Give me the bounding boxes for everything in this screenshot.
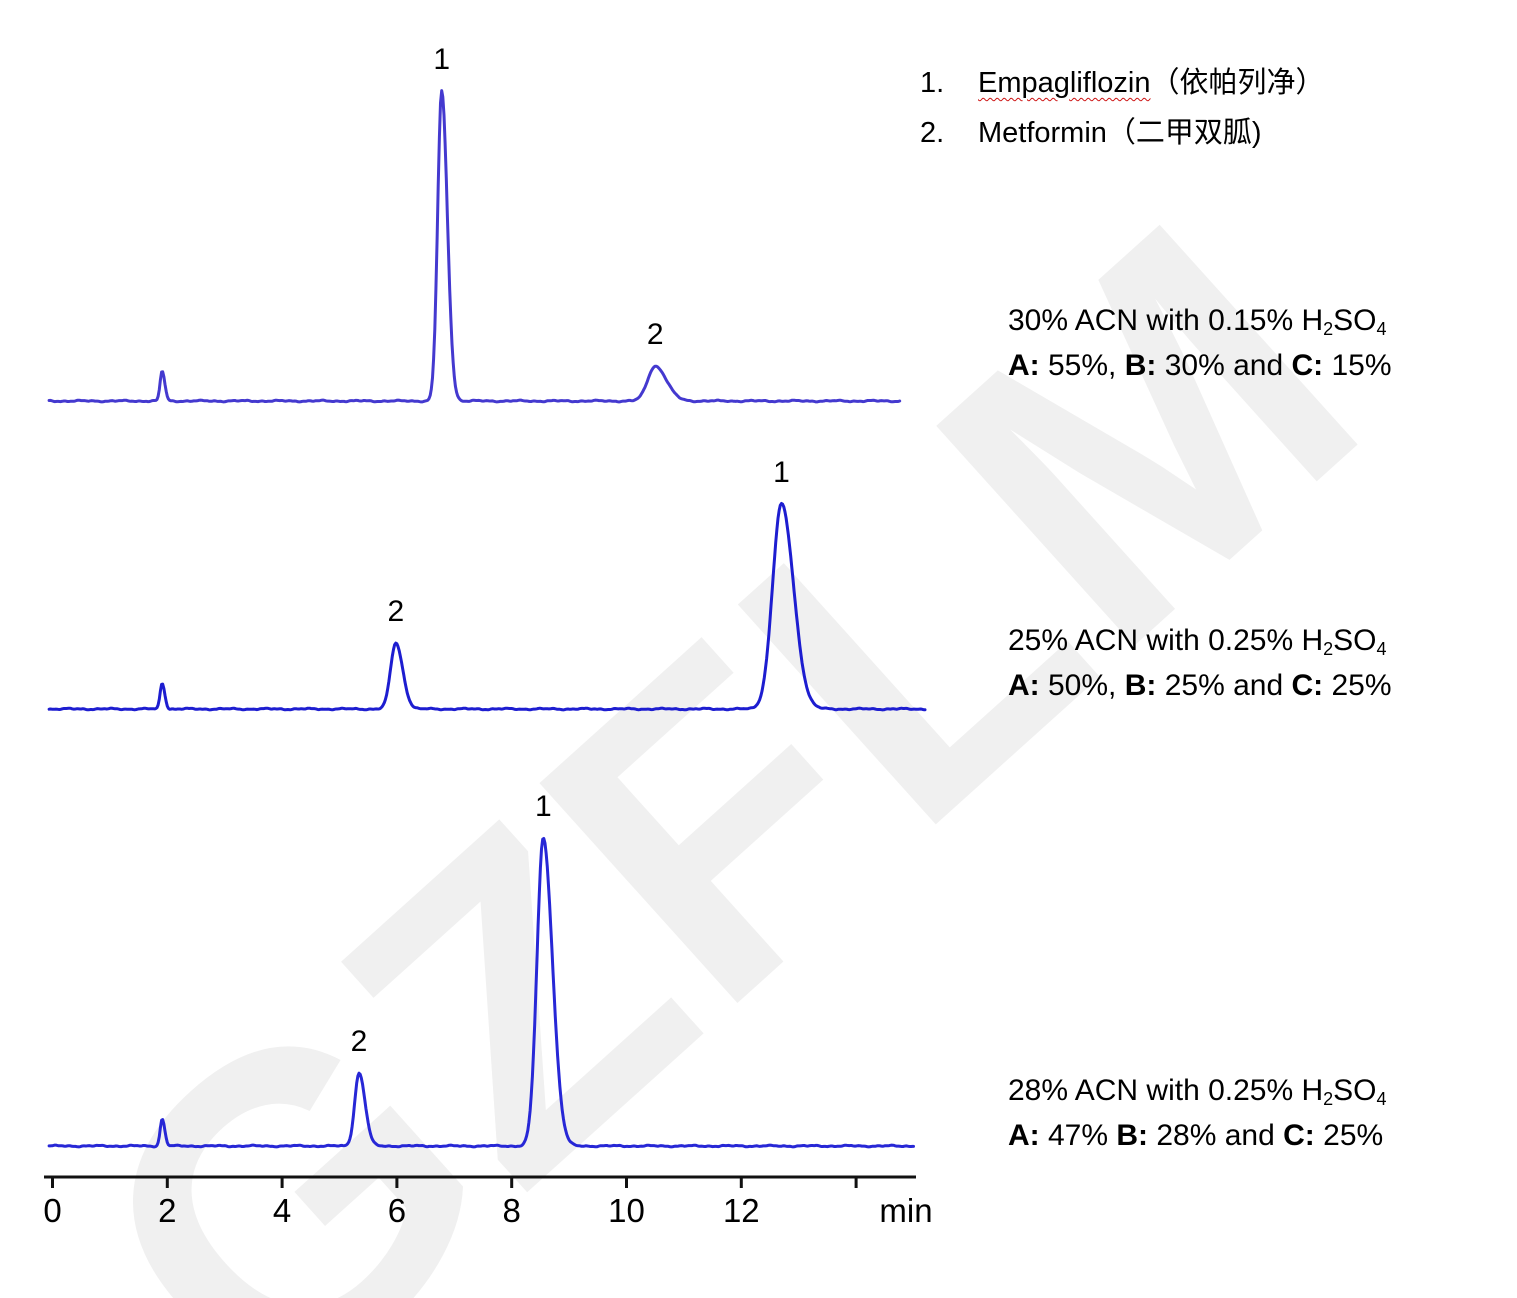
legend-number: 1. [920,67,945,99]
trace-2 [47,502,927,712]
trace-3 [47,837,915,1149]
peak-label-1-trace-3: 1 [535,790,552,823]
condition-block-2: 25% ACN with 0.25% H2SO4 A: 50%, B: 25% … [1008,620,1392,706]
condition-mobile-phase: 30% ACN with 0.15% H2SO4 [1008,304,1387,339]
peak-label-1-trace-1: 1 [433,43,450,76]
legend-name-en: Empagliflozin [978,67,1151,99]
x-tick-label-0: 0 [43,1192,61,1229]
legend-name-zh: （二甲双胍) [1106,117,1262,149]
peak-label-1-trace-2: 1 [773,456,790,489]
condition-ratios: A: 47% B: 28% and C: 25% [1008,1119,1384,1152]
compound-legend: 1. Empagliflozin（依帕列净） 2. Metformin（二甲双胍… [920,58,1325,158]
x-tick-label-2: 2 [158,1192,176,1229]
x-tick-label-6: 6 [388,1192,406,1229]
condition-ratios: A: 50%, B: 25% and C: 25% [1008,669,1392,702]
legend-item-empagliflozin: 1. Empagliflozin（依帕列净） [920,58,1325,108]
peak-label-2-trace-1: 2 [647,318,664,351]
legend-name: Metformin（二甲双胍) [978,108,1262,158]
x-tick-label-12: 12 [723,1192,760,1229]
legend-name: Empagliflozin（依帕列净） [978,58,1325,108]
legend-name-zh: （依帕列净） [1150,67,1325,99]
trace-1 [47,89,902,404]
legend-number: 2. [920,117,945,149]
condition-mobile-phase: 25% ACN with 0.25% H2SO4 [1008,624,1387,659]
condition-mobile-phase: 28% ACN with 0.25% H2SO4 [1008,1074,1387,1109]
x-tick-label-4: 4 [273,1192,291,1229]
x-axis-unit: min [879,1192,932,1229]
legend-item-metformin: 2. Metformin（二甲双胍) [920,108,1325,158]
condition-ratios: A: 55%, B: 30% and C: 15% [1008,349,1392,382]
peak-label-2-trace-3: 2 [351,1025,368,1058]
condition-block-1: 30% ACN with 0.15% H2SO4 A: 55%, B: 30% … [1008,300,1392,386]
legend-name-en: Metformin [978,117,1107,149]
peak-label-2-trace-2: 2 [387,595,404,628]
x-tick-label-8: 8 [503,1192,521,1229]
x-tick-label-10: 10 [608,1192,645,1229]
condition-block-3: 28% ACN with 0.25% H2SO4 A: 47% B: 28% a… [1008,1070,1387,1156]
